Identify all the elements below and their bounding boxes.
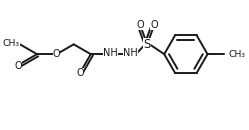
Text: NH: NH [103,48,118,58]
Text: O: O [14,61,22,71]
Text: CH₃: CH₃ [228,50,245,59]
Text: S: S [143,38,151,51]
Text: CH₃: CH₃ [3,39,20,48]
Text: O: O [76,68,84,78]
Text: O: O [137,20,144,30]
Text: O: O [150,20,158,30]
Text: NH: NH [123,48,137,58]
Text: O: O [53,49,61,59]
